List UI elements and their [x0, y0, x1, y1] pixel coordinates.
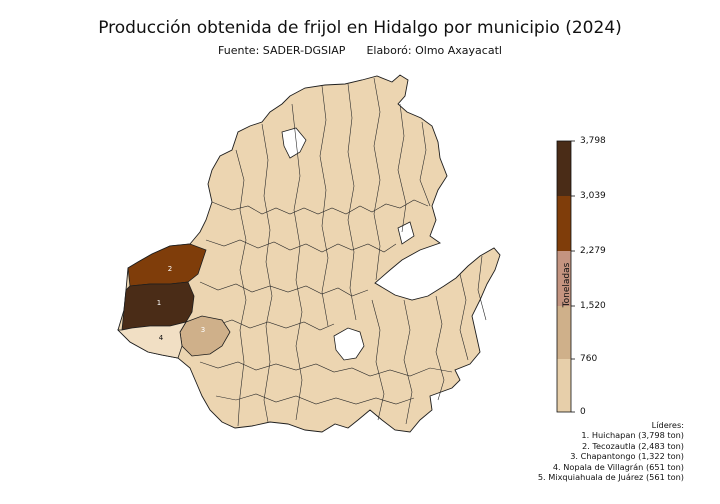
source-text: Fuente: SADER-DGSIAP — [218, 44, 346, 57]
map-label-2: 2 — [168, 265, 172, 273]
leader-item: 2. Tecozautla (2,483 ton) — [581, 440, 684, 451]
leader-item: 3. Chapantongo (1,322 ton) — [570, 451, 684, 462]
leader-item: 5. Mixquiahuala de Juárez (561 ton) — [537, 472, 684, 483]
map-subtitle: Fuente: SADER-DGSIAP Elaboró: Olmo Axaya… — [0, 44, 720, 57]
colorbar-band-1 — [557, 141, 571, 196]
leader-item: 1. Huichapan (3,798 ton) — [581, 430, 684, 441]
map-label-1: 1 — [157, 299, 161, 307]
leaders-heading: Líderes: — [651, 420, 684, 430]
colorbar-tick: 2,279 — [580, 246, 606, 256]
municipality-nopala — [117, 321, 187, 359]
municipality-borders — [195, 77, 487, 427]
author-text: Elaboró: Olmo Axayacatl — [366, 44, 502, 57]
colorbar — [556, 140, 575, 413]
colorbar-band-3 — [557, 251, 571, 306]
white-hole-south — [333, 327, 365, 361]
colorbar-band-2 — [557, 196, 571, 251]
colorbar-tick: 3,039 — [580, 191, 606, 201]
colorbar-tick: 1,520 — [580, 301, 606, 311]
leader-item: 4. Nopala de Villagrán (651 ton) — [552, 461, 684, 472]
colorbar-band-4 — [557, 306, 571, 359]
colorbar-label: Toneladas — [562, 262, 572, 308]
map-title: Producción obtenida de frijol en Hidalgo… — [98, 18, 622, 38]
white-hole-north — [281, 127, 307, 159]
colorbar-tick: 760 — [580, 354, 598, 364]
colorbar-tick: 3,798 — [580, 136, 606, 146]
colorbar-band-5 — [557, 359, 571, 412]
leaders-list: Líderes: 1. Huichapan (3,798 ton) 2. Tec… — [538, 420, 684, 482]
map-label-3: 3 — [201, 326, 205, 334]
map-label-4: 4 — [159, 334, 164, 342]
colorbar-tick: 0 — [580, 407, 586, 417]
colorbar-frame — [556, 140, 572, 413]
white-hole-east — [397, 221, 415, 245]
